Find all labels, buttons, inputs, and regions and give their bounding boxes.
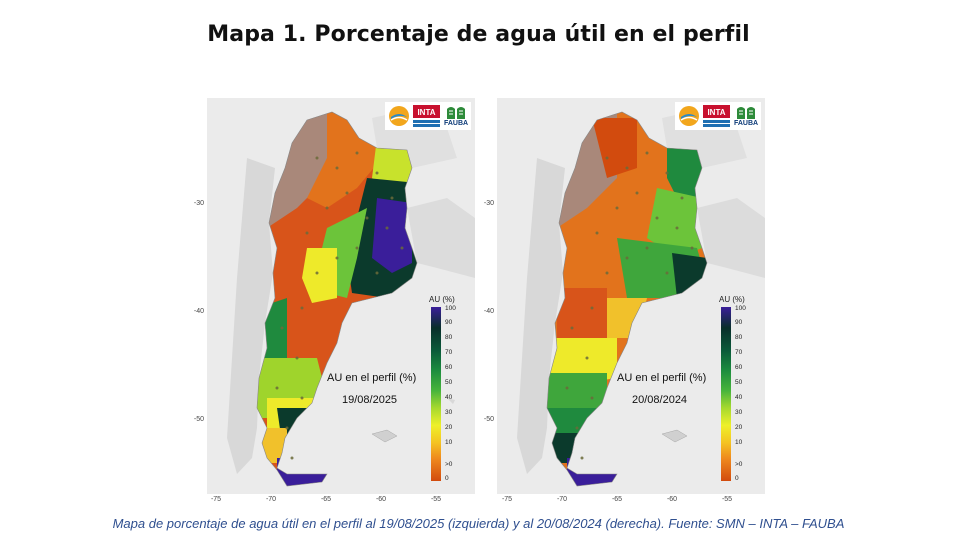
x-tick-label: -70: [265, 496, 277, 503]
x-tick-label: -75: [210, 496, 222, 503]
x-tick-label: -75: [501, 496, 513, 503]
x-tick-label: -60: [666, 496, 678, 503]
figure-caption: Mapa de porcentaje de agua útil en el pe…: [112, 516, 845, 531]
x-tick-label: -55: [430, 496, 442, 503]
legend-color-bar: [721, 307, 731, 481]
legend-tick: 60: [445, 364, 453, 371]
map-caption-label: AU en el perfil (%): [327, 372, 417, 384]
legend-tick: 40: [735, 394, 743, 401]
map-panel-2025: INTA FAUBA AU en el perfil (%) 19/08/202…: [207, 98, 475, 494]
fauba-logo-icon: [737, 107, 755, 119]
legend-tick: 50: [445, 379, 453, 386]
legend-tick: 10: [445, 439, 453, 446]
legend-tick: 0: [445, 475, 449, 482]
legend-tick: 10: [735, 439, 743, 446]
legend-tick: 80: [445, 334, 453, 341]
legend-tick: 70: [445, 349, 453, 356]
y-tick-label: -50: [483, 416, 494, 423]
legend-tick: 100: [735, 305, 746, 312]
x-tick-label: -70: [556, 496, 568, 503]
legend-tick: 20: [735, 424, 743, 431]
inta-logo-icon: INTA: [703, 105, 730, 127]
institution-logos: INTA FAUBA: [385, 102, 471, 130]
y-tick-label: -40: [193, 308, 204, 315]
legend-tick: >0: [445, 461, 453, 468]
legend-tick: 50: [735, 379, 743, 386]
smn-logo-icon: [679, 106, 699, 126]
legend-tick: 70: [735, 349, 743, 356]
legend-tick: 30: [445, 409, 453, 416]
map-caption-date: 19/08/2025: [342, 394, 398, 406]
legend-tick: 90: [735, 319, 743, 326]
legend-title: AU (%): [429, 295, 455, 304]
y-tick-label: -40: [483, 308, 494, 315]
fauba-logo-text: FAUBA: [443, 120, 469, 127]
map-caption-label: AU en el perfil (%): [617, 372, 707, 384]
legend-tick: 20: [445, 424, 453, 431]
institution-logos: INTA FAUBA: [675, 102, 761, 130]
page-title: Mapa 1. Porcentaje de agua útil en el pe…: [207, 22, 750, 47]
soil-water-map-2025: [227, 108, 475, 487]
legend-title: AU (%): [719, 295, 745, 304]
legend-tick: >0: [735, 461, 743, 468]
inta-logo-text: INTA: [707, 108, 725, 117]
fauba-logo-text: FAUBA: [733, 120, 759, 127]
soil-water-map-2024: [517, 108, 765, 487]
legend-tick: 40: [445, 394, 453, 401]
x-tick-label: -65: [611, 496, 623, 503]
legend-tick: 80: [735, 334, 743, 341]
y-tick-label: -30: [193, 200, 204, 207]
legend-color-bar: [431, 307, 441, 481]
fauba-logo-icon: [447, 107, 465, 119]
legend-tick: 90: [445, 319, 453, 326]
y-tick-label: -50: [193, 416, 204, 423]
x-tick-label: -60: [375, 496, 387, 503]
map-caption-date: 20/08/2024: [632, 394, 688, 406]
legend-tick: 30: [735, 409, 743, 416]
inta-logo-icon: INTA: [413, 105, 440, 127]
x-tick-label: -55: [721, 496, 733, 503]
inta-logo-text: INTA: [417, 108, 435, 117]
y-tick-label: -30: [483, 200, 494, 207]
legend-tick: 60: [735, 364, 743, 371]
map-panel-2024: INTA FAUBA AU en el perfil (%) 20/08/202…: [497, 98, 765, 494]
legend-tick: 100: [445, 305, 456, 312]
smn-logo-icon: [389, 106, 409, 126]
x-tick-label: -65: [320, 496, 332, 503]
legend-tick: 0: [735, 475, 739, 482]
